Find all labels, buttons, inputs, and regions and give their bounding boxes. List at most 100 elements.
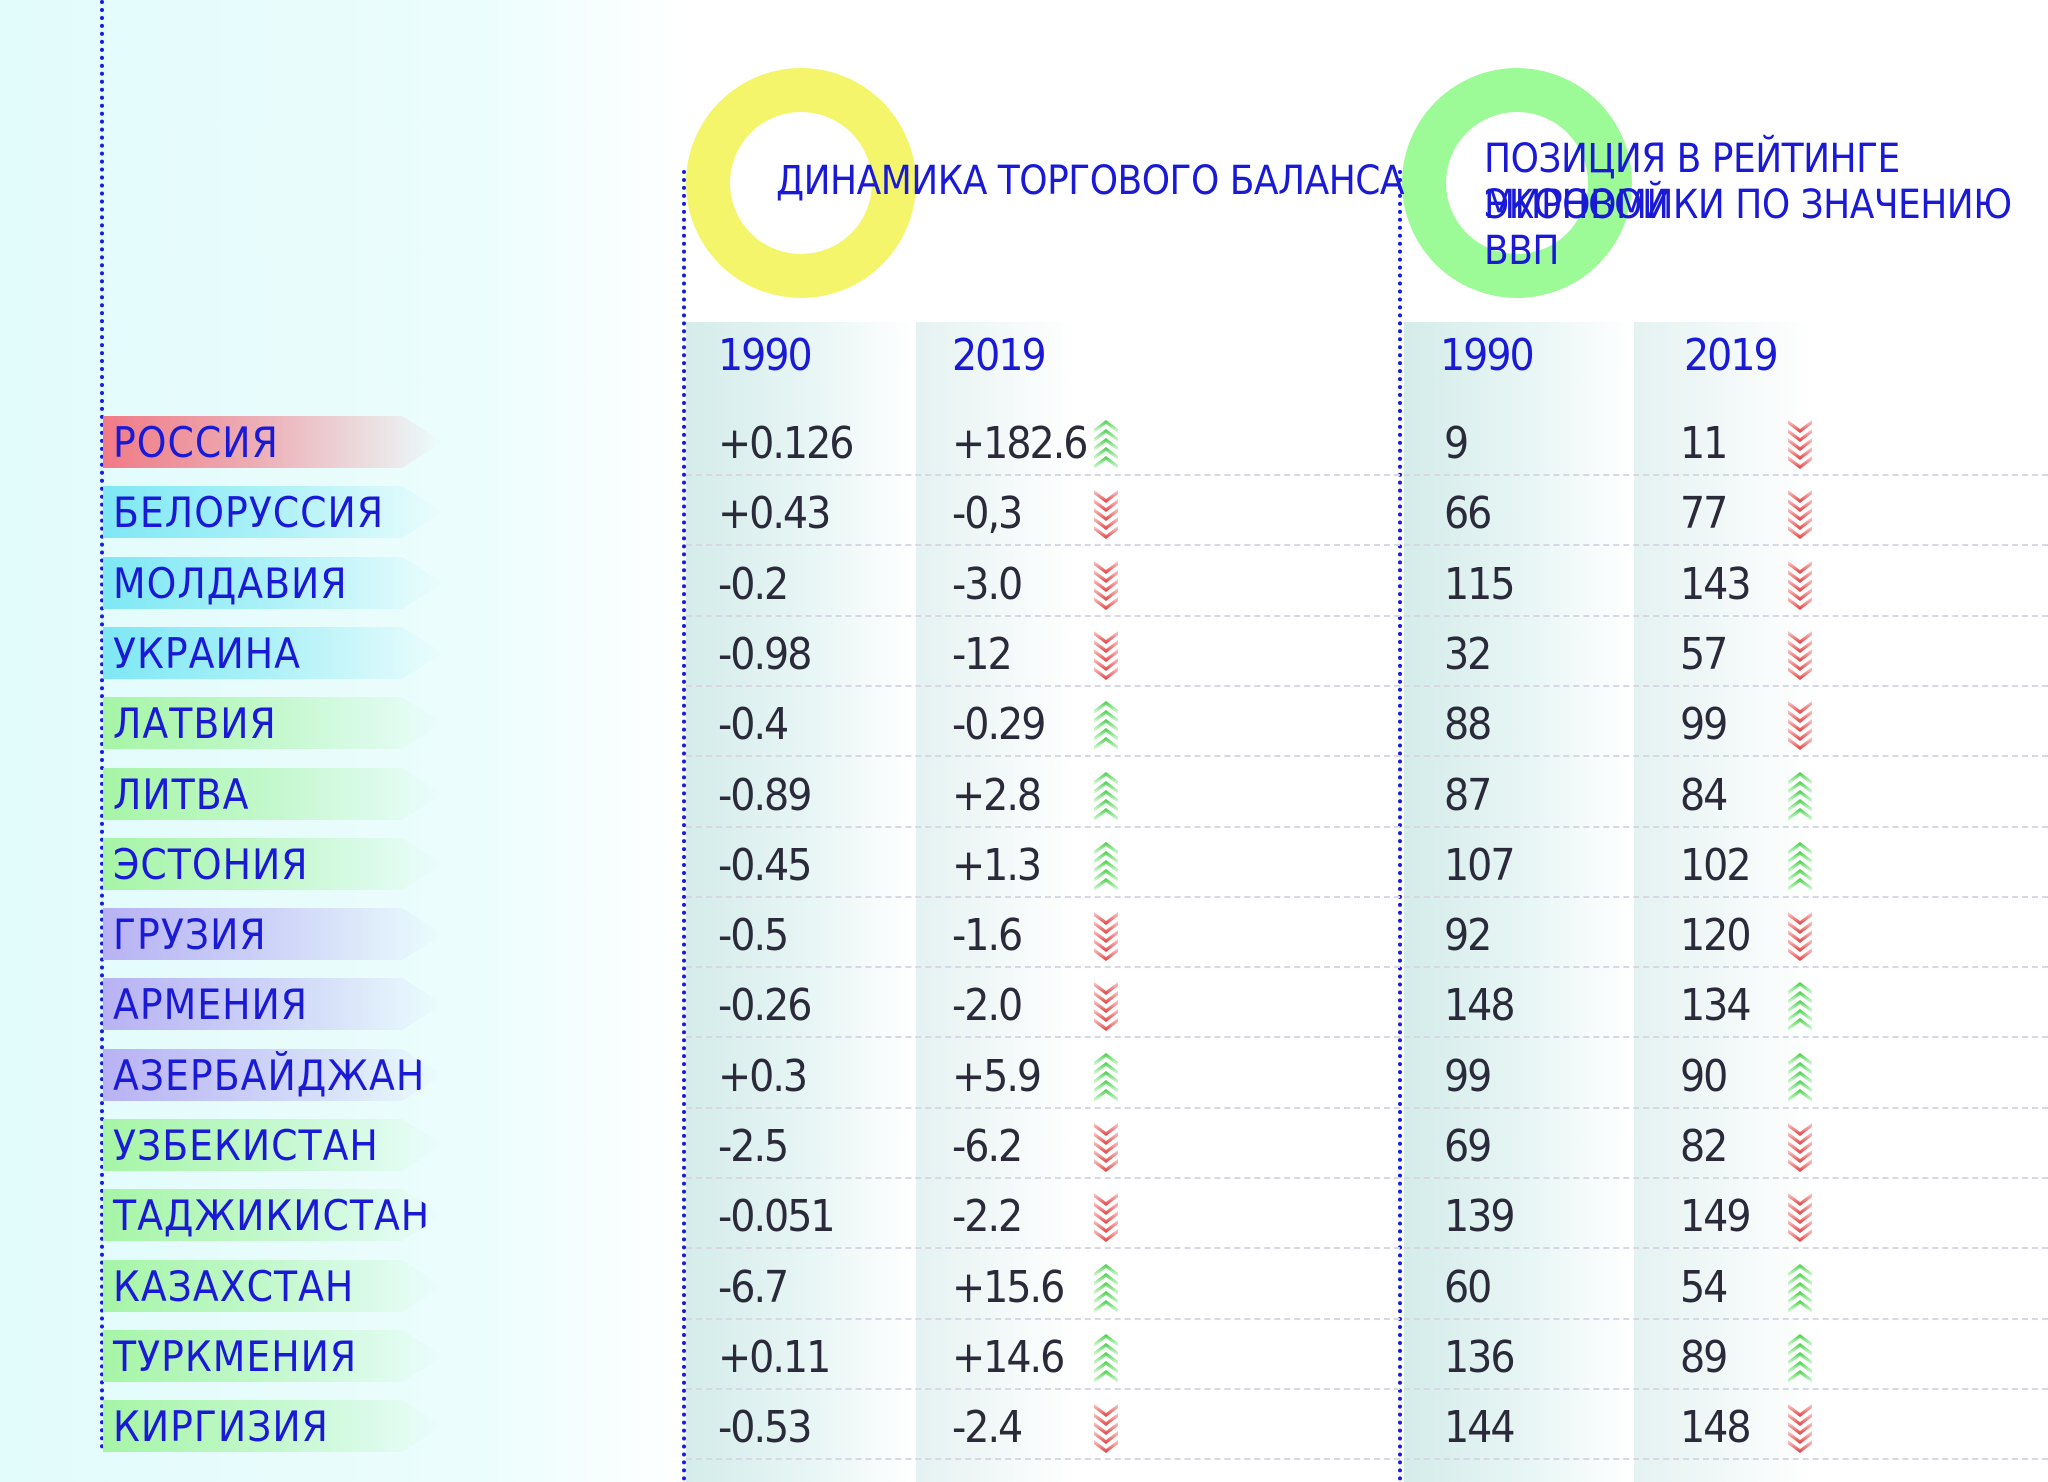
trend-up-arrow-icon bbox=[1786, 1328, 1814, 1384]
rank-1990-value: 9 bbox=[1444, 418, 1469, 469]
trade-2019-column-bg bbox=[916, 322, 1076, 1482]
row-divider bbox=[686, 1318, 2048, 1320]
trade-2019-value: +14.6 bbox=[952, 1332, 1065, 1383]
rank-1990-value: 99 bbox=[1444, 1051, 1492, 1102]
trade-2019-value: -2.2 bbox=[952, 1191, 1023, 1242]
country-label: Латвия bbox=[103, 697, 443, 749]
trend-up-arrow-icon bbox=[1092, 1047, 1120, 1103]
rank-2019-value: 77 bbox=[1680, 488, 1728, 539]
country-label: Литва bbox=[103, 768, 443, 820]
country-label: Армения bbox=[103, 978, 443, 1030]
rank-2019-value: 57 bbox=[1680, 629, 1728, 680]
row-divider bbox=[686, 1036, 2048, 1038]
rank-1990-value: 66 bbox=[1444, 488, 1492, 539]
gdp-rank-title-line2: экономики по значению ВВП bbox=[1484, 182, 2012, 274]
row-divider bbox=[686, 755, 2048, 757]
trade-2019-value: -6.2 bbox=[952, 1121, 1023, 1172]
row-divider bbox=[686, 685, 2048, 687]
trade-1990-value: -2.5 bbox=[718, 1121, 789, 1172]
trade-2019-value: -0.29 bbox=[952, 699, 1046, 750]
trend-down-arrow-icon bbox=[1092, 1117, 1120, 1173]
row-divider bbox=[686, 1388, 2048, 1390]
trend-down-arrow-icon bbox=[1786, 625, 1814, 681]
trade-2019-value: -1.6 bbox=[952, 910, 1023, 961]
country-label: Казахстан bbox=[103, 1260, 443, 1312]
trade-1990-value: +0.126 bbox=[718, 418, 854, 469]
trend-up-arrow-icon bbox=[1092, 836, 1120, 892]
trend-up-arrow-icon bbox=[1786, 766, 1814, 822]
trend-down-arrow-icon bbox=[1786, 555, 1814, 611]
trade-2019-value: -0,3 bbox=[952, 488, 1023, 539]
trade-1990-value: -6.7 bbox=[718, 1262, 789, 1313]
rank-2019-value: 148 bbox=[1680, 1402, 1752, 1453]
country-label: Туркмения bbox=[103, 1330, 443, 1382]
trend-down-arrow-icon bbox=[1092, 1187, 1120, 1243]
row-divider bbox=[686, 474, 2048, 476]
rank-2019-value: 102 bbox=[1680, 840, 1752, 891]
row-divider bbox=[686, 544, 2048, 546]
trend-down-arrow-icon bbox=[1092, 484, 1120, 540]
rank-1990-value: 60 bbox=[1444, 1262, 1492, 1313]
trade-2019-value: +15.6 bbox=[952, 1262, 1065, 1313]
trade-1990-column-bg bbox=[686, 322, 916, 1482]
rank-2019-value: 120 bbox=[1680, 910, 1752, 961]
trend-down-arrow-icon bbox=[1092, 625, 1120, 681]
trend-down-arrow-icon bbox=[1092, 555, 1120, 611]
trend-down-arrow-icon bbox=[1786, 695, 1814, 751]
trade-1990-header: 1990 bbox=[718, 330, 813, 381]
row-divider bbox=[686, 1458, 2048, 1460]
rank-1990-value: 88 bbox=[1444, 699, 1492, 750]
trend-up-arrow-icon bbox=[1092, 1328, 1120, 1384]
row-divider bbox=[686, 826, 2048, 828]
row-divider bbox=[686, 896, 2048, 898]
row-divider bbox=[686, 615, 2048, 617]
trade-1990-value: -0.051 bbox=[718, 1191, 836, 1242]
row-divider bbox=[686, 966, 2048, 968]
trade-1990-value: -0.4 bbox=[718, 699, 789, 750]
rank-1990-value: 148 bbox=[1444, 980, 1516, 1031]
rank-1990-value: 107 bbox=[1444, 840, 1516, 891]
trade-2019-value: -2.4 bbox=[952, 1402, 1023, 1453]
rank-1990-column-bg bbox=[1404, 322, 1634, 1482]
rank-2019-value: 90 bbox=[1680, 1051, 1728, 1102]
trend-down-arrow-icon bbox=[1786, 1398, 1814, 1454]
trend-up-arrow-icon bbox=[1092, 414, 1120, 470]
trade-balance-title: Динамика торгового баланса bbox=[776, 158, 1405, 204]
rank-2019-value: 134 bbox=[1680, 980, 1752, 1031]
trade-2019-header: 2019 bbox=[952, 330, 1047, 381]
trade-2019-value: +5.9 bbox=[952, 1051, 1042, 1102]
country-label: Киргизия bbox=[103, 1400, 443, 1452]
rank-2019-column-bg bbox=[1634, 322, 1814, 1482]
trade-1990-value: -0.5 bbox=[718, 910, 789, 961]
trade-1990-value: -0.89 bbox=[718, 770, 812, 821]
rank-1990-value: 32 bbox=[1444, 629, 1492, 680]
trade-1990-value: -0.2 bbox=[718, 559, 789, 610]
rank-2019-value: 143 bbox=[1680, 559, 1752, 610]
trend-up-arrow-icon bbox=[1092, 766, 1120, 822]
trade-2019-value: -2.0 bbox=[952, 980, 1023, 1031]
trend-down-arrow-icon bbox=[1786, 484, 1814, 540]
trend-down-arrow-icon bbox=[1786, 414, 1814, 470]
trade-2019-value: +1.3 bbox=[952, 840, 1042, 891]
trend-down-arrow-icon bbox=[1786, 1117, 1814, 1173]
country-label: Россия bbox=[103, 416, 443, 468]
trend-up-arrow-icon bbox=[1092, 695, 1120, 751]
trend-up-arrow-icon bbox=[1786, 1047, 1814, 1103]
rank-1990-header: 1990 bbox=[1440, 330, 1535, 381]
trend-down-arrow-icon bbox=[1786, 906, 1814, 962]
rank-2019-value: 54 bbox=[1680, 1262, 1728, 1313]
rank-1990-value: 144 bbox=[1444, 1402, 1516, 1453]
trend-down-arrow-icon bbox=[1092, 1398, 1120, 1454]
rank-1990-value: 92 bbox=[1444, 910, 1492, 961]
trade-1990-value: +0.3 bbox=[718, 1051, 808, 1102]
rank-2019-value: 84 bbox=[1680, 770, 1728, 821]
trade-2019-value: -12 bbox=[952, 629, 1013, 680]
trend-down-arrow-icon bbox=[1092, 976, 1120, 1032]
row-divider bbox=[686, 1107, 2048, 1109]
country-label: Азербайджан bbox=[103, 1049, 443, 1101]
trend-up-arrow-icon bbox=[1786, 836, 1814, 892]
trend-down-arrow-icon bbox=[1786, 1187, 1814, 1243]
trade-1990-value: -0.26 bbox=[718, 980, 812, 1031]
country-label: Таджикистан bbox=[103, 1189, 443, 1241]
gdp-rank-title-line1: Позиция в рейтинге мировой bbox=[1484, 136, 1900, 228]
